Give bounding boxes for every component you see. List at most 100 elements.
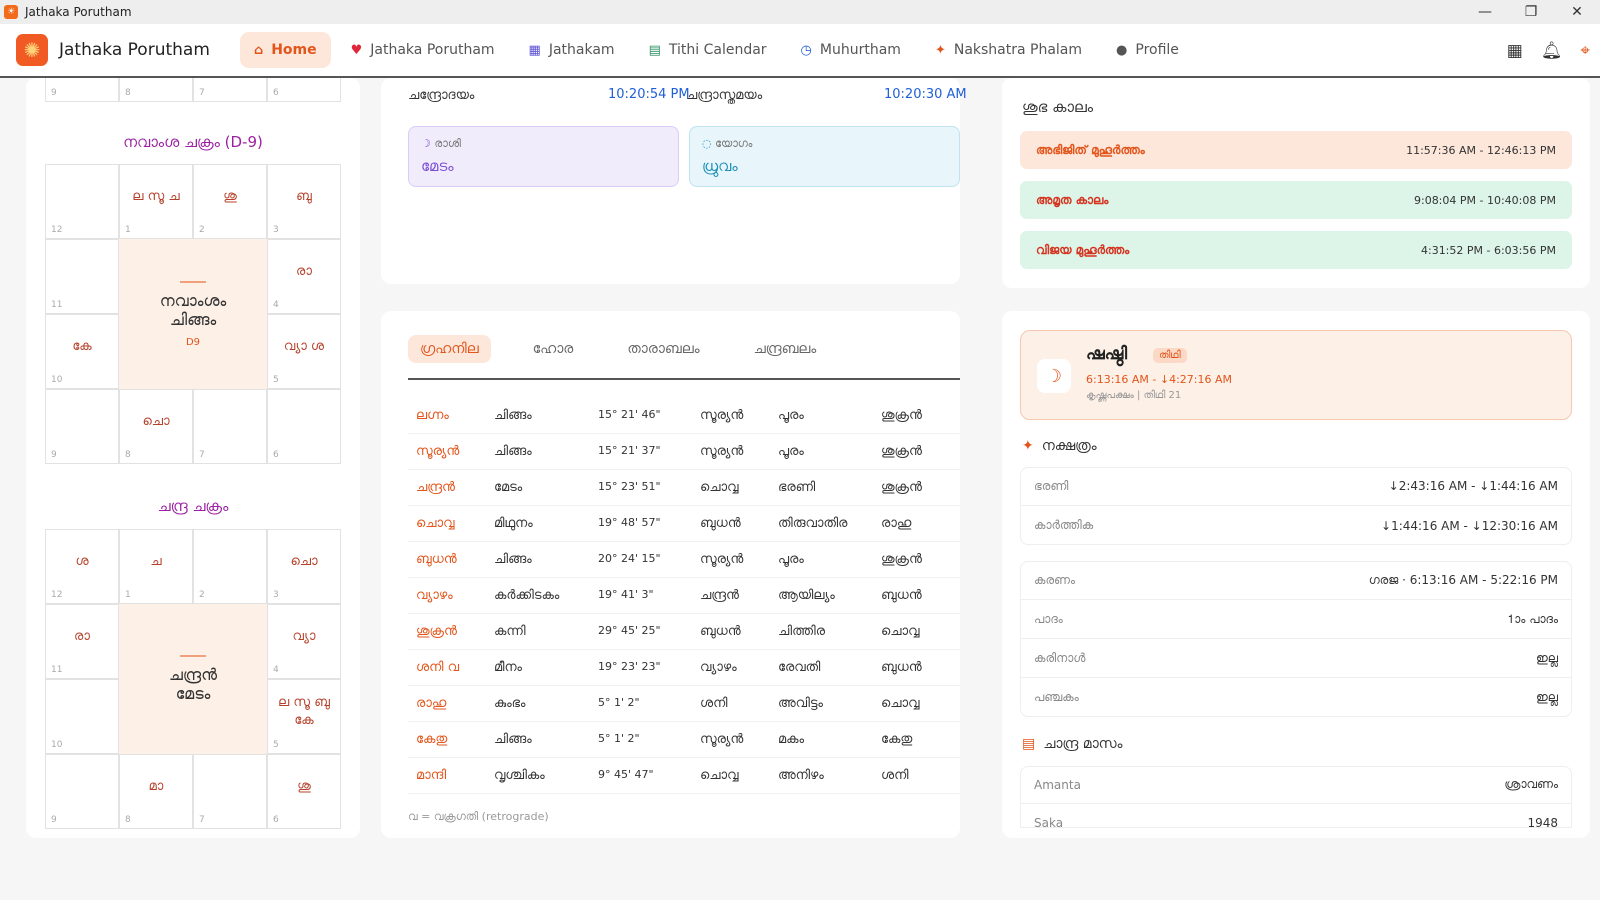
chandra-house-cell[interactable]: ശു 6 <box>267 754 341 829</box>
table-cell: തിരുവാതിര <box>778 516 848 531</box>
chandra-house-cell[interactable]: വ്യാ 4 <box>267 604 341 679</box>
chandra-house-cell[interactable]: 7 <box>193 754 267 829</box>
chandra-house-cell[interactable]: 10 <box>45 679 119 754</box>
table-cell: ചിങ്ങം <box>494 552 532 567</box>
table-cell: കുംഭം <box>494 696 526 711</box>
navamsa-house-cell[interactable]: വ്യാ ശ 5 <box>267 314 341 389</box>
chandra-house-cell[interactable]: ചൊ 3 <box>267 529 341 604</box>
restore-button[interactable]: ❐ <box>1524 4 1538 20</box>
house-number: 11 <box>51 665 63 675</box>
rasi-house-cell[interactable]: 6 <box>267 78 341 102</box>
rasi-house-cell[interactable]: 8 <box>119 78 193 102</box>
app-logo-icon[interactable]: ✺ <box>16 34 48 66</box>
table-row[interactable]: ചൊവ്വ മിഥുനം 19° 48' 57" ബുധൻ തിരുവാതിര രാഹു <box>408 506 960 542</box>
rasi-house-cell[interactable]: 7 <box>193 78 267 102</box>
moonrise-value: 10:20:54 PM <box>608 87 690 102</box>
table-row[interactable]: മാന്ദി വൃശ്ചികം 9° 45' 47" ചൊവ്വ അനിഴം ശനി <box>408 758 960 794</box>
nav-item-profile[interactable]: ● Profile <box>1102 32 1193 68</box>
nav-item-home[interactable]: ⌂ Home <box>239 32 331 68</box>
table-row[interactable]: ചന്ദ്രൻ മേടം 15° 23' 51" ചൊവ്വ ഭരണി ശുക്രൻ <box>408 470 960 506</box>
nav-item-jathaka-porutham[interactable]: ♥ Jathaka Porutham <box>337 32 509 68</box>
table-row[interactable]: ബുധൻ ചിങ്ങം 20° 24' 15" സൂര്യൻ പൂരം ശുക്രൻ <box>408 542 960 578</box>
table-cell: സൂര്യൻ <box>416 444 460 459</box>
house-number: 12 <box>51 225 63 235</box>
table-cell: മിഥുനം <box>494 516 533 531</box>
chandra-house-cell[interactable]: മാ 8 <box>119 754 193 829</box>
nav-item-nakshatra-phalam[interactable]: ✦ Nakshatra Phalam <box>921 32 1096 68</box>
chandra-house-cell[interactable]: ല സൂ ബു കേ 5 <box>267 679 341 754</box>
table-row[interactable]: ശനി വ മീനം 19° 23' 23" വ്യാഴം രേവതി ബുധൻ <box>408 650 960 686</box>
navamsa-house-cell[interactable]: ചൊ 8 <box>119 389 193 464</box>
navamsa-house-cell[interactable]: രാ 4 <box>267 239 341 314</box>
window-title: Jathaka Porutham <box>25 5 132 19</box>
navamsa-house-cell[interactable]: ശു 2 <box>193 164 267 239</box>
nav-item-label: Muhurtham <box>819 42 901 58</box>
house-planets: വ്യാ <box>292 628 316 644</box>
nav-item-muhurtham[interactable]: ◷ Muhurtham <box>787 32 915 68</box>
navamsa-house-cell[interactable]: 11 <box>45 239 119 314</box>
chandra-house-cell[interactable]: ശ 12 <box>45 529 119 604</box>
table-cell: ചൊവ്വ <box>416 516 455 531</box>
chandra-house-cell[interactable]: 2 <box>193 529 267 604</box>
nav-item-jathakam[interactable]: ▦ Jathakam <box>515 32 629 68</box>
close-button[interactable]: ✕ <box>1571 4 1583 20</box>
sparkle-icon: ✦ <box>1022 438 1034 454</box>
calendar-button-icon[interactable]: ▦ <box>1506 41 1523 61</box>
chandra-house-cell[interactable]: 9 <box>45 754 119 829</box>
table-cell: 15° 21' 46" <box>598 408 661 421</box>
table-row[interactable]: ശുക്രൻ കന്നി 29° 45' 25" ബുധൻ ചിത്തിര ചൊവ്വ <box>408 614 960 650</box>
bell-icon[interactable]: 🔔︎ <box>1540 41 1563 61</box>
table-row[interactable]: സൂര്യൻ ചിങ്ങം 15° 21' 37" സൂര്യൻ പൂരം ശുക്രൻ <box>408 434 960 470</box>
chandra-masam-title: ചാന്ദ്ര മാസം <box>1043 736 1123 752</box>
shubha-slot[interactable]: വിജയ മുഹൂർത്തം 4:31:52 PM - 6:03:56 PM <box>1020 231 1572 269</box>
table-row[interactable]: രാഹു കുംഭം 5° 1' 2" ശനി അവിട്ടം ചൊവ്വ <box>408 686 960 722</box>
chandra-center-title: ചന്ദ്രൻ മേടം <box>169 665 217 703</box>
location-pin-icon[interactable]: ⌖ <box>1580 41 1590 61</box>
navamsa-house-cell[interactable]: 9 <box>45 389 119 464</box>
table-row[interactable]: വ്യാഴം കർക്കിടകം 19° 41' 3" ചന്ദ്രൻ ആയില്യം ബ… <box>408 578 960 614</box>
nav-item-tithi-calendar[interactable]: ▤ Tithi Calendar <box>635 32 781 68</box>
house-number: 8 <box>125 88 131 98</box>
brand-name[interactable]: Jathaka Porutham <box>59 40 210 60</box>
nakshatra-title: നക്ഷത്രം <box>1041 438 1097 454</box>
tab-0[interactable]: ഗ്രഹനില <box>408 335 491 363</box>
navamsa-house-cell[interactable]: 6 <box>267 389 341 464</box>
rasi-house-cell[interactable]: 9 <box>45 78 119 102</box>
table-cell: ബുധൻ <box>700 624 741 639</box>
tab-1[interactable]: ഹോര <box>532 341 574 357</box>
tithi-range: 6:13:16 AM - ↓4:27:16 AM <box>1086 373 1233 386</box>
navamsa-house-cell[interactable]: ബു 3 <box>267 164 341 239</box>
navamsa-house-cell[interactable]: 12 <box>45 164 119 239</box>
navamsa-house-cell[interactable]: 7 <box>193 389 267 464</box>
navamsa-chart-title: നവാംശ ചക്രം (D-9) <box>123 133 263 151</box>
table-row[interactable]: ലഗ്നം ചിങ്ങം 15° 21' 46" സൂര്യൻ പൂരം ശുക്രൻ <box>408 398 960 434</box>
tab-3[interactable]: ചന്ദ്രബലം <box>753 341 817 357</box>
chandra-chart-center: ചന്ദ്രൻ മേടം <box>119 604 267 754</box>
tab-2[interactable]: താരാബലം <box>627 341 700 357</box>
info-value: ഇല്ല <box>1535 650 1558 665</box>
grid-icon: ▦ <box>528 42 541 58</box>
house-number: 4 <box>273 665 279 675</box>
house-number: 4 <box>273 300 279 310</box>
house-number: 9 <box>51 450 57 460</box>
chandra-house-cell[interactable]: രാ 11 <box>45 604 119 679</box>
tithi-badge: തിഥി <box>1153 348 1187 363</box>
house-number: 8 <box>125 815 131 825</box>
info-value: ↓2:43:16 AM - ↓1:44:16 AM <box>1388 479 1558 493</box>
house-number: 1 <box>125 590 131 600</box>
navamsa-house-cell[interactable]: കേ 10 <box>45 314 119 389</box>
table-cell: കന്നി <box>494 624 526 639</box>
minimize-button[interactable]: — <box>1478 4 1492 20</box>
navamsa-house-cell[interactable]: ല സൂ ച 1 <box>119 164 193 239</box>
info-key: പാദം <box>1034 611 1063 626</box>
table-cell: പൂരം <box>778 408 804 423</box>
house-number: 2 <box>199 225 205 235</box>
shubha-slot[interactable]: അഭിജിത് മുഹൂർത്തം 11:57:36 AM - 12:46:13 … <box>1020 131 1572 169</box>
info-row: Saka 1948 <box>1020 804 1572 842</box>
house-planets <box>194 390 266 453</box>
table-row[interactable]: കേതു ചിങ്ങം 5° 1' 2" സൂര്യൻ മകം കേതു <box>408 722 960 758</box>
table-cell: ശനി <box>700 696 728 711</box>
shubha-slot[interactable]: അമൃത കാലം 9:08:04 PM - 10:40:08 PM <box>1020 181 1572 219</box>
info-row: പഞ്ചകം ഇല്ല <box>1020 678 1572 717</box>
